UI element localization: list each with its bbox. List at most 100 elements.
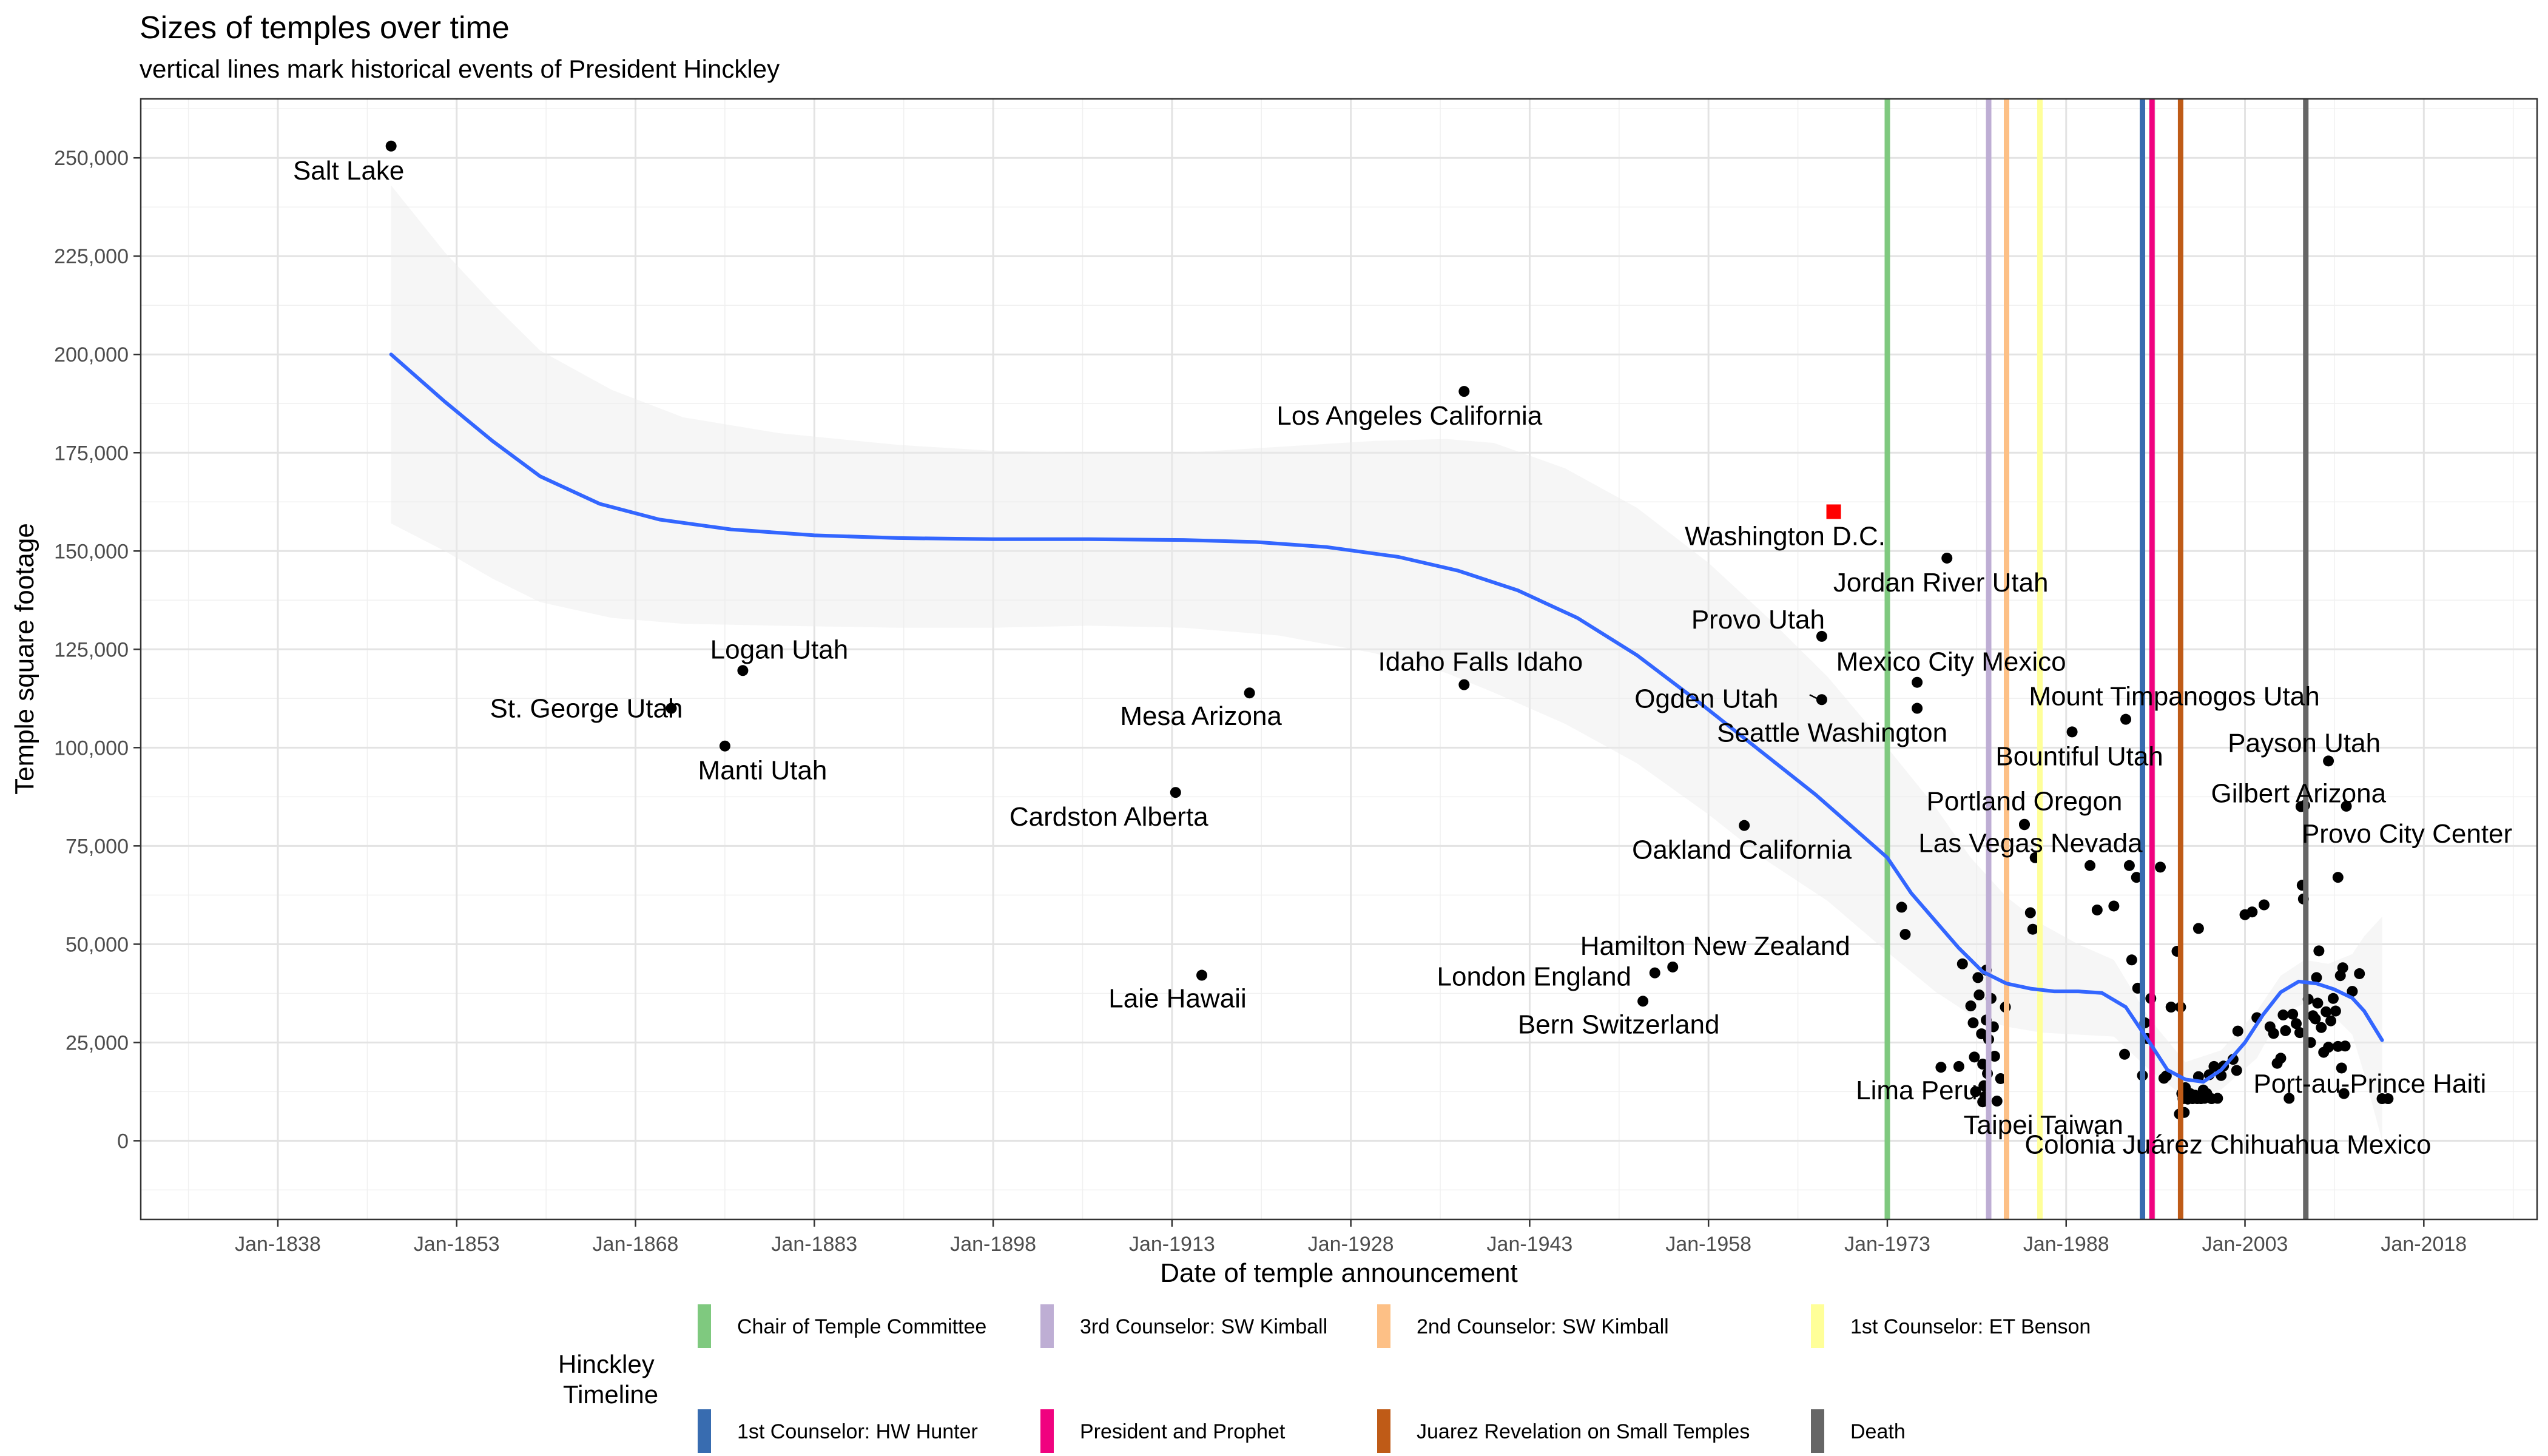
temple-point [1896,902,1907,913]
temple-point [2330,1005,2341,1017]
temple-point-los-angeles-california [1458,386,1470,397]
temple-point [2024,907,2036,918]
temple-point [2316,1022,2327,1033]
temple-point [2294,1027,2305,1039]
temple-point-hamilton-new-zealand [1667,961,1679,972]
temple-point [1965,1000,1977,1012]
temple-point-manti-utah [719,740,730,752]
point-label-idaho-falls-idaho: Idaho Falls Idaho [1378,647,1583,677]
temple-point [1989,1051,2000,1062]
temple-point [2312,997,2324,1009]
plot-panel [141,99,2537,1219]
point-label-provo-city-center: Provo City Center [2302,819,2512,849]
y-tick-label: 50,000 [66,933,129,956]
legend-label-president-and-prophet: President and Prophet [1080,1420,1286,1443]
temple-point-mesa-arizona [1244,687,1255,699]
point-label-washington-d-c: Washington D.C. [1685,521,1886,551]
x-tick-label: Jan-1973 [1844,1233,1930,1256]
y-tick-label: 150,000 [54,540,129,563]
point-label-payson-utah: Payson Utah [2228,728,2381,758]
legend-title-line2: Timeline [563,1380,658,1409]
legend-title-line1: Hinckley [558,1350,655,1378]
temple-point [1967,1017,1979,1028]
temple-point [2310,1013,2321,1025]
legend-label-chair-of-temple-committee: Chair of Temple Committee [737,1315,986,1338]
temple-point [2291,1018,2302,1030]
point-label-taipei-taiwan: Taipei Taiwan [1964,1110,2123,1140]
smooth-trend-line [389,352,2384,1084]
legend-label-death: Death [1850,1420,1906,1443]
chart-title: Sizes of temples over time [140,10,510,46]
point-label-london-england: London England [1437,962,1632,992]
temple-point [2123,860,2135,871]
temple-point [2277,1009,2289,1021]
y-tick-label: 100,000 [54,736,129,760]
legend-swatch-1st-counselor-et-benson [1811,1304,1824,1348]
temple-point [2275,1053,2287,1064]
temple-point [2212,1093,2223,1104]
temple-point [2155,861,2166,873]
temple-point-idaho-falls-idaho [1458,679,1470,690]
minor-gridlines [141,99,2537,1219]
chart-subtitle: vertical lines mark historical events of… [140,55,780,83]
x-axis: Jan-1838 Jan-1853 Jan-1868 Jan-1883 Jan-1898… [235,1219,2467,1256]
temple-point [2131,872,2142,883]
point-label-ogden-utah: Ogden Utah [1634,684,1778,713]
point-label-colonia-juarez-chihuahua-mexico: Colonia Juárez Chihuahua Mexico [2024,1130,2431,1159]
temple-point [2313,945,2325,957]
point-label-lima-peru: Lima Peru [1856,1076,1978,1105]
temple-point [2232,1025,2243,1037]
legend-swatch-3rd-counselor-sw-kimball [1040,1304,1054,1348]
y-tick-label: 0 [117,1130,129,1153]
temple-point [1991,1095,2003,1107]
temple-point [2027,923,2038,935]
x-tick-label: Jan-1883 [771,1233,857,1256]
temple-point-port-au-prince-haiti [2382,1093,2394,1105]
temple-point [2208,1060,2220,1072]
point-label-manti-utah: Manti Utah [698,756,827,786]
temple-point [1977,1059,1989,1070]
temple-point [2268,1028,2279,1039]
temple-point [2323,1042,2334,1053]
temple-point [2337,962,2348,974]
point-label-laie-hawaii: Laie Hawaii [1108,984,1246,1014]
temple-point-ogden-utah [1816,694,1827,706]
temple-point [1899,929,1911,940]
temple-point [2231,1065,2242,1076]
x-tick-label: Jan-1928 [1308,1233,1394,1256]
point-labels-layer: Salt Lake St. George Utah Logan Utah Manti … [293,156,2512,1160]
y-tick-label: 250,000 [54,147,129,170]
x-tick-label: Jan-1958 [1665,1233,1751,1256]
temple-point-jordan-river-utah [1941,552,1953,564]
temple-point [2280,1025,2291,1036]
point-label-oakland-california: Oakland California [1632,835,1852,865]
legend-swatch-death [1811,1409,1824,1453]
x-tick-label: Jan-1943 [1487,1233,1573,1256]
temple-point [2085,860,2096,871]
smooth-line-layer [389,352,2384,1084]
y-axis: 0 25,000 50,000 75,000 100,000 125,000 150,000… [54,147,141,1153]
temple-point-st-george-utah [666,703,677,714]
point-label-seattle-washington: Seattle Washington [1717,718,1947,748]
point-label-bountiful-utah: Bountiful Utah [1995,741,2163,771]
temple-point [1969,1051,1980,1063]
y-tick-label: 25,000 [66,1031,129,1054]
point-label-logan-utah: Logan Utah [710,635,849,664]
x-tick-label: Jan-1838 [235,1233,321,1256]
temple-point [2108,900,2120,912]
major-gridlines [141,99,2537,1219]
point-label-gilbert-arizona: Gilbert Arizona [2211,779,2387,809]
temple-point-cardston-alberta [1170,787,1181,798]
point-label-port-au-prince-haiti: Port-au-Prince Haiti [2253,1069,2486,1099]
temple-point [2311,972,2322,983]
point-label-bern-switzerland: Bern Switzerland [1518,1009,1720,1039]
temple-point [2339,1040,2351,1052]
temple-point [2126,954,2137,966]
temple-point [2091,904,2103,915]
point-label-cardston-alberta: Cardston Alberta [1009,802,1208,832]
y-axis-title: Temple square footage [10,523,39,795]
legend-label-1st-counselor-hw-hunter: 1st Counselor: HW Hunter [737,1420,978,1443]
temple-point [2354,968,2365,979]
y-tick-label: 200,000 [54,343,129,366]
legend-swatch-president-and-prophet [1040,1409,1054,1453]
